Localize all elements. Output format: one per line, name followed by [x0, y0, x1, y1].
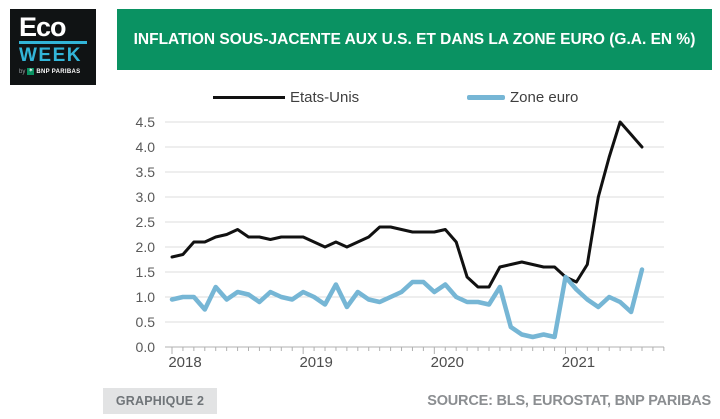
- x-axis-tick-label: 2018: [168, 354, 201, 371]
- y-axis-tick-label: 2.0: [136, 239, 156, 255]
- series-line-zone-euro: [169, 267, 645, 340]
- y-axis-tick-label: 0.0: [136, 339, 156, 355]
- figure-badge: GRAPHIQUE 2: [103, 388, 217, 414]
- x-axis-tick-label: 2021: [562, 354, 595, 371]
- source-text: SOURCE: BLS, EUROSTAT, BNP PARIBAS: [427, 393, 711, 409]
- legend-item-zone-euro: Zone euro: [467, 88, 578, 106]
- zone-euro-line-swatch: [467, 94, 505, 100]
- y-axis-tick-label: 0.5: [136, 314, 156, 330]
- x-axis-tick-label: 2020: [431, 354, 464, 371]
- logo-eco-text: Eco: [19, 12, 67, 42]
- y-axis-tick-label: 2.5: [136, 214, 156, 230]
- logo-divider: [19, 41, 87, 44]
- chart-title-banner: INFLATION SOUS-JACENTE AUX U.S. ET DANS …: [117, 9, 712, 70]
- etats-unis-line-swatch: [213, 95, 285, 99]
- logo-week-text: WEEK: [19, 45, 82, 66]
- y-axis-tick-label: 4.0: [136, 139, 156, 155]
- y-axis-tick-label: 4.5: [136, 114, 156, 130]
- y-axis-tick-label: 3.5: [136, 164, 156, 180]
- y-axis-tick-label: 1.0: [136, 289, 156, 305]
- y-axis-tick-label: 3.0: [136, 189, 156, 205]
- inflation-chart: 0.0 0.5 1.0 1.5 2.0 2.5 3.0 3.5 4.0 4.5 2018 2019 20…: [136, 114, 665, 371]
- logo-by-text: by: [19, 68, 26, 75]
- chart-title: INFLATION SOUS-JACENTE AUX U.S. ET DANS …: [133, 30, 696, 48]
- bnp-paribas-name: BNP PARIBAS: [36, 68, 81, 75]
- x-axis-tick-label: 2019: [299, 354, 332, 371]
- etats-unis-legend-label: Etats-Unis: [290, 88, 360, 106]
- logo-byline: by ✶ BNP PARIBAS: [19, 68, 87, 75]
- ecoweek-logo: Eco WEEK by ✶ BNP PARIBAS: [10, 9, 96, 85]
- bnp-paribas-icon: ✶: [27, 68, 35, 75]
- legend-item-etats-unis: Etats-Unis: [213, 88, 359, 106]
- zone-euro-legend-label: Zone euro: [510, 88, 579, 106]
- y-axis-tick-label: 1.5: [136, 264, 156, 280]
- series-line-etats-unis: [170, 120, 644, 289]
